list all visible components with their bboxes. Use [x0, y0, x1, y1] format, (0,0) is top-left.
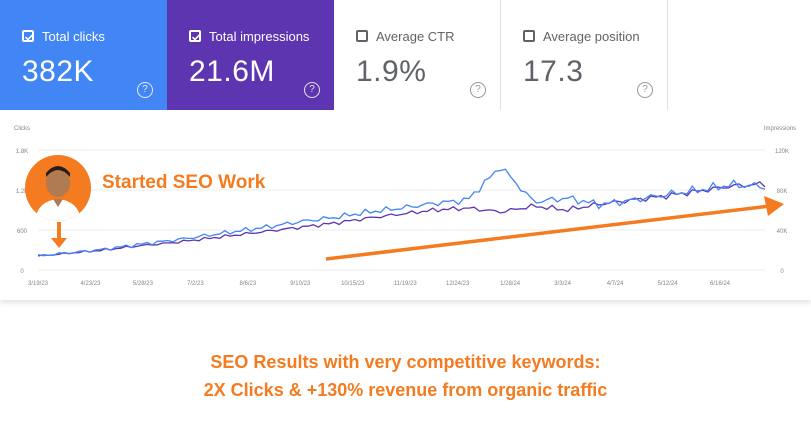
metric-label: Total impressions: [209, 29, 310, 44]
caption-line-1: SEO Results with very competitive keywor…: [210, 352, 601, 372]
metric-value: 382K: [22, 55, 95, 88]
left-tick-label: 600: [17, 229, 28, 235]
start-arrow-head: [51, 238, 67, 248]
x-tick-label: 4/7/24: [607, 281, 624, 287]
right-axis-label: Impressions: [764, 126, 796, 132]
right-tick-label: 0: [780, 269, 784, 275]
x-tick-label: 8/6/23: [240, 281, 257, 287]
x-tick-label: 11/19/23: [394, 281, 418, 287]
left-axis-label: Clicks: [14, 126, 30, 132]
x-tick-label: 7/2/23: [187, 281, 204, 287]
metric-average-position[interactable]: Average position 17.3 ?: [501, 0, 668, 110]
help-icon[interactable]: ?: [470, 82, 486, 98]
left-tick-label: 1.2K: [16, 189, 28, 195]
metric-value: 1.9%: [356, 55, 427, 88]
x-tick-label: 4/23/23: [80, 281, 101, 287]
metric-label: Total clicks: [42, 29, 105, 44]
right-tick-label: 80K: [777, 189, 788, 195]
checkbox-checked-icon[interactable]: [22, 30, 34, 42]
x-tick-label: 1/28/24: [500, 281, 521, 287]
x-tick-label: 3/19/23: [28, 281, 49, 287]
metric-label: Average position: [543, 29, 640, 44]
checkbox-checked-icon[interactable]: [189, 30, 201, 42]
x-tick-label: 3/3/24: [554, 281, 571, 287]
help-icon[interactable]: ?: [637, 82, 653, 98]
right-tick-label: 120K: [775, 149, 789, 155]
metric-value: 17.3: [523, 55, 584, 88]
metric-label: Average CTR: [376, 29, 455, 44]
help-icon[interactable]: ?: [304, 82, 320, 98]
annotation-label: Started SEO Work: [102, 172, 266, 193]
metric-average-ctr[interactable]: Average CTR 1.9% ?: [334, 0, 501, 110]
person-icon: [35, 166, 81, 221]
left-tick-label: 0: [20, 269, 24, 275]
x-tick-label: 12/24/23: [446, 281, 470, 287]
performance-card: Total clicks 382K ? Total impressions 21…: [0, 0, 797, 287]
checkbox-unchecked-icon[interactable]: [523, 30, 535, 42]
checkbox-unchecked-icon[interactable]: [356, 30, 368, 42]
trend-arrow-head: [764, 196, 784, 216]
x-tick-label: 5/28/23: [133, 281, 154, 287]
right-tick-label: 40K: [777, 229, 788, 235]
caption-line-2: 2X Clicks & +130% revenue from organic t…: [203, 380, 608, 400]
metric-tabs: Total clicks 382K ? Total impressions 21…: [0, 0, 668, 110]
help-icon[interactable]: ?: [137, 82, 153, 98]
metric-total-impressions[interactable]: Total impressions 21.6M ?: [167, 0, 334, 110]
x-tick-label: 10/15/23: [341, 281, 365, 287]
x-tick-label: 9/10/23: [290, 281, 311, 287]
metric-value: 21.6M: [189, 55, 275, 88]
x-tick-label: 6/16/24: [710, 281, 731, 287]
performance-chart: 1.8K 1.2K 600 0 120K 80K 40K 0 Clicks Impressions…: [14, 126, 796, 287]
series-line: [37, 181, 766, 257]
avatar: [25, 155, 91, 221]
metric-total-clicks[interactable]: Total clicks 382K ?: [0, 0, 167, 110]
trend-arrow-line: [325, 204, 771, 261]
series-line: [37, 168, 766, 257]
left-tick-label: 1.8K: [16, 149, 28, 155]
x-tick-label: 5/12/24: [658, 281, 679, 287]
